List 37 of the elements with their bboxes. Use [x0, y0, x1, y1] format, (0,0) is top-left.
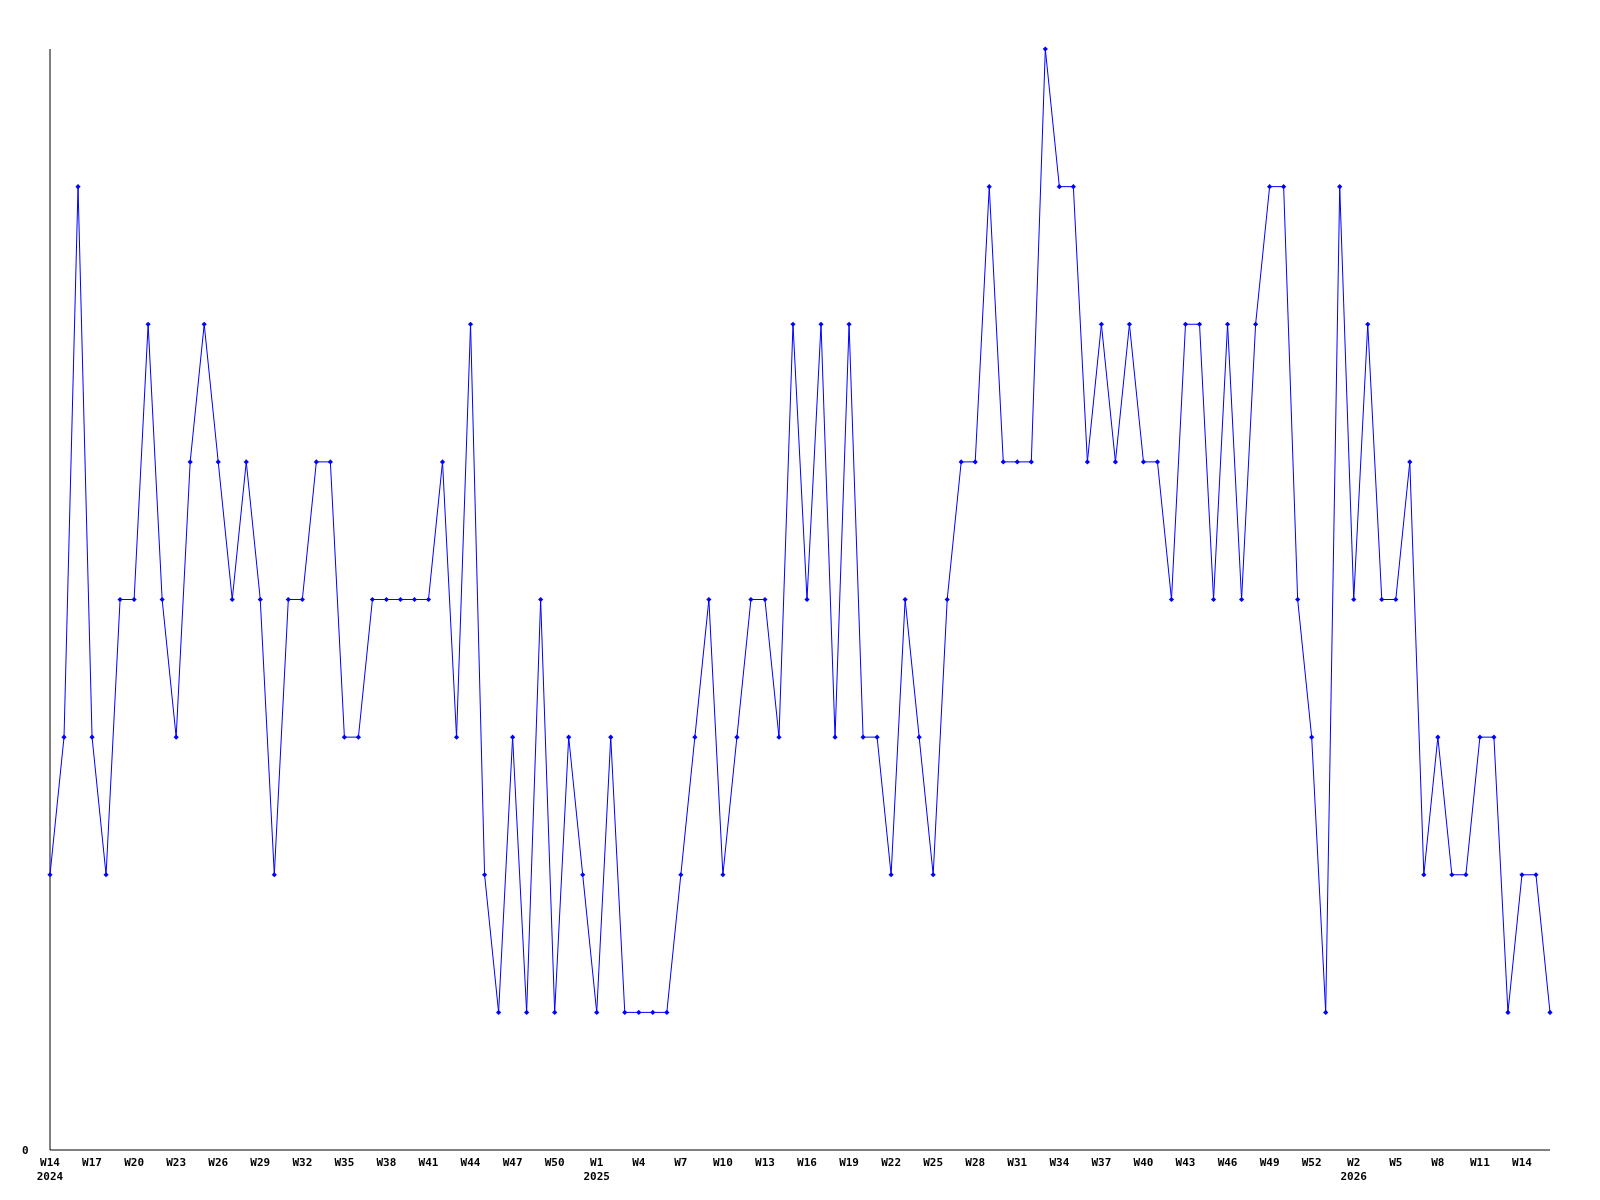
x-tick-label: W44: [460, 1156, 481, 1169]
x-tick-label: W20: [124, 1156, 145, 1169]
x-tick-label: W11: [1469, 1156, 1491, 1169]
x-tick-label: W49: [1259, 1156, 1280, 1169]
x-tick-label: W7: [674, 1156, 688, 1169]
x-tick-label: W34: [1049, 1156, 1070, 1169]
x-tick-label: W41: [418, 1156, 439, 1169]
x-tick-label: W47: [502, 1156, 523, 1169]
x-tick-label: W46: [1217, 1156, 1238, 1169]
x-tick-label: W32: [292, 1156, 313, 1169]
x-tick-label: W19: [839, 1156, 859, 1169]
x-tick-label: W31: [1007, 1156, 1028, 1169]
x-tick-label: W43: [1175, 1156, 1196, 1169]
x-tick-label: W10: [712, 1156, 733, 1169]
x-tick-label: W16: [797, 1156, 818, 1169]
x-tick-label: W23: [166, 1156, 187, 1169]
x-tick-label: W29: [250, 1156, 271, 1169]
x-tick-label: W37: [1091, 1156, 1112, 1169]
x-tick-label: W26: [208, 1156, 229, 1169]
x-tick-label: W38: [376, 1156, 397, 1169]
x-tick-label: W17: [82, 1156, 102, 1169]
x-tick-label: W52: [1301, 1156, 1322, 1169]
x-tick-label: W28: [965, 1156, 986, 1169]
x-tick-label: W14 2024: [36, 1156, 64, 1183]
x-tick-label: W14: [1512, 1156, 1533, 1169]
x-tick-label: W22: [881, 1156, 902, 1169]
x-tick-label: W1 2025: [583, 1156, 610, 1183]
x-tick-label: W50: [544, 1156, 565, 1169]
x-tick-label: W2 2026: [1340, 1156, 1368, 1183]
x-tick-label: W40: [1133, 1156, 1154, 1169]
x-tick-label: W8: [1431, 1156, 1445, 1169]
x-tick-label: W4: [632, 1156, 646, 1169]
x-tick-label: W5: [1389, 1156, 1403, 1169]
x-tick-label: W13: [755, 1156, 775, 1169]
text: 0: [22, 1144, 29, 1157]
x-tick-label: W35: [334, 1156, 355, 1169]
x-tick-label: W25: [923, 1156, 944, 1169]
